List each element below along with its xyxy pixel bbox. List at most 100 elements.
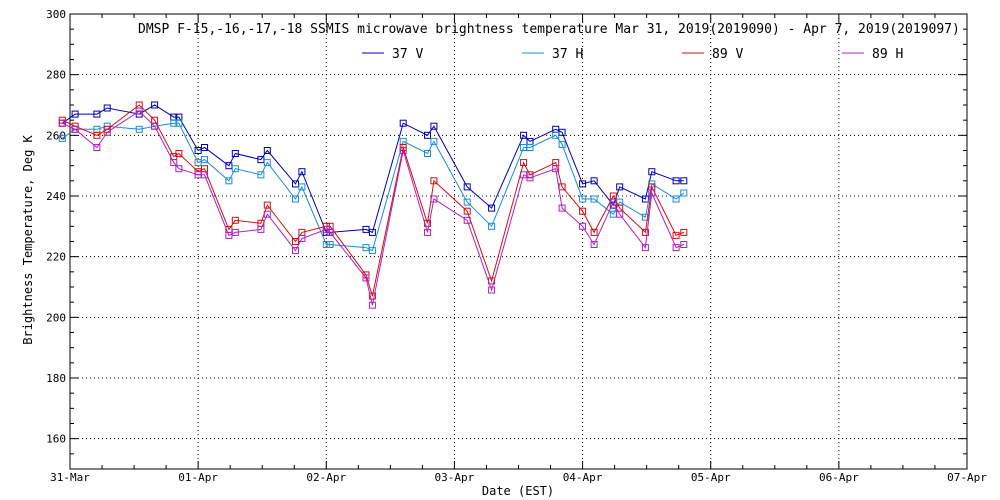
legend-label-37-h: 37 H (552, 47, 583, 62)
data-point-89-h (257, 225, 265, 233)
x-tick-label: 07-Apr (947, 471, 987, 484)
data-point-89-h (231, 228, 239, 236)
data-point-37-h (488, 222, 496, 230)
data-point-89-h (680, 241, 688, 248)
data-point-37-v (463, 183, 471, 191)
series-line-37-v (62, 104, 684, 234)
data-point-37-h (170, 119, 178, 127)
data-point-37-h (201, 156, 208, 164)
data-point-37-v (672, 177, 680, 185)
data-point-37-v (231, 150, 239, 157)
data-point-89-h (609, 198, 617, 206)
y-tick-label: 200 (46, 311, 66, 324)
data-point-37-h (552, 131, 560, 139)
data-point-89-h (362, 274, 370, 282)
x-tick-label: 03-Apr (435, 471, 475, 484)
data-point-89-v (579, 207, 587, 215)
series-line-89-h (62, 110, 684, 306)
data-point-37-h (463, 198, 471, 206)
data-point-89-h (430, 195, 438, 203)
x-tick-label: 02-Apr (306, 471, 346, 484)
data-point-89-v (231, 216, 239, 224)
x-tick-label: 01-Apr (178, 471, 218, 484)
y-tick-label: 160 (46, 433, 66, 446)
data-point-37-v (93, 110, 101, 118)
x-tick-label: 05-Apr (691, 471, 731, 484)
legend-label-37-v: 37 V (392, 47, 423, 62)
data-point-37-h (225, 177, 233, 185)
data-point-37-v (201, 144, 208, 151)
data-point-37-h (292, 195, 299, 203)
data-point-89-h (590, 241, 598, 248)
y-tick-label: 220 (46, 251, 66, 264)
data-point-37-v (648, 168, 656, 176)
series-line-37-h (62, 122, 685, 252)
data-point-37-h (175, 119, 183, 127)
data-point-37-h (590, 195, 598, 203)
data-point-37-v (424, 131, 431, 139)
data-point-89-h (201, 171, 208, 179)
data-point-37-v (590, 177, 598, 185)
data-point-89-v (430, 177, 438, 185)
data-point-37-h (231, 165, 239, 173)
data-point-89-v (520, 159, 528, 167)
data-point-37-h (424, 150, 431, 157)
data-point-89-h (558, 204, 566, 212)
y-axis-title: Brightness Temperature, Deg K (21, 134, 35, 344)
data-point-37-v (488, 204, 496, 212)
data-point-89-h (71, 125, 79, 133)
data-point-37-v (520, 131, 528, 139)
data-point-37-v (579, 180, 587, 188)
data-point-37-v (103, 104, 111, 112)
data-point-89-h (672, 244, 680, 252)
data-point-37-v (616, 183, 624, 191)
legend-label-89-v: 89 V (712, 47, 743, 62)
data-point-37-h (526, 144, 534, 151)
data-point-37-h (326, 241, 334, 248)
data-point-89-h (648, 189, 656, 197)
data-point-37-v (298, 168, 306, 176)
data-point-37-v (263, 147, 271, 154)
data-point-37-h (58, 134, 66, 142)
data-point-89-v (175, 150, 183, 157)
data-point-89-v (590, 228, 598, 236)
data-point-89-h (58, 119, 66, 127)
data-point-89-h (463, 216, 471, 224)
data-point-89-h (488, 286, 496, 294)
data-point-89-h (368, 301, 376, 309)
x-tick-label: 04-Apr (563, 471, 603, 484)
legend: 37 V 37 H 89 V 89 H (362, 47, 903, 62)
data-point-37-v (399, 119, 407, 127)
data-point-37-v (71, 110, 79, 118)
plot-frame (69, 13, 968, 470)
data-point-37-h (672, 195, 680, 203)
data-point-89-h (151, 122, 159, 130)
data-point-37-h (263, 159, 271, 167)
data-point-89-v (641, 228, 649, 236)
y-tick-label: 260 (46, 129, 66, 142)
data-point-37-h (257, 171, 265, 179)
data-point-89-h (616, 210, 624, 218)
data-point-89-h (424, 228, 431, 236)
data-point-89-h (399, 147, 407, 154)
data-point-37-h (430, 137, 438, 145)
data-point-37-v (368, 228, 376, 236)
data-point-89-v (463, 207, 471, 215)
data-point-89-h (641, 244, 649, 252)
data-point-37-v (680, 177, 688, 185)
data-point-89-h (175, 165, 183, 173)
data-point-89-h (135, 107, 143, 115)
data-point-37-h (135, 125, 143, 133)
data-point-89-h (326, 228, 334, 236)
y-tick-label: 280 (46, 69, 66, 82)
data-point-89-v (672, 231, 680, 239)
data-point-89-h (552, 165, 560, 173)
data-point-89-h (170, 159, 178, 167)
data-point-89-h (526, 174, 534, 182)
grid-lines (70, 14, 967, 469)
chart-title: DMSP F-15,-16,-17,-18 SSMIS microwave br… (138, 22, 960, 37)
data-point-89-v (368, 292, 376, 300)
data-point-37-v (151, 101, 159, 109)
data-point-89-v (263, 201, 271, 209)
